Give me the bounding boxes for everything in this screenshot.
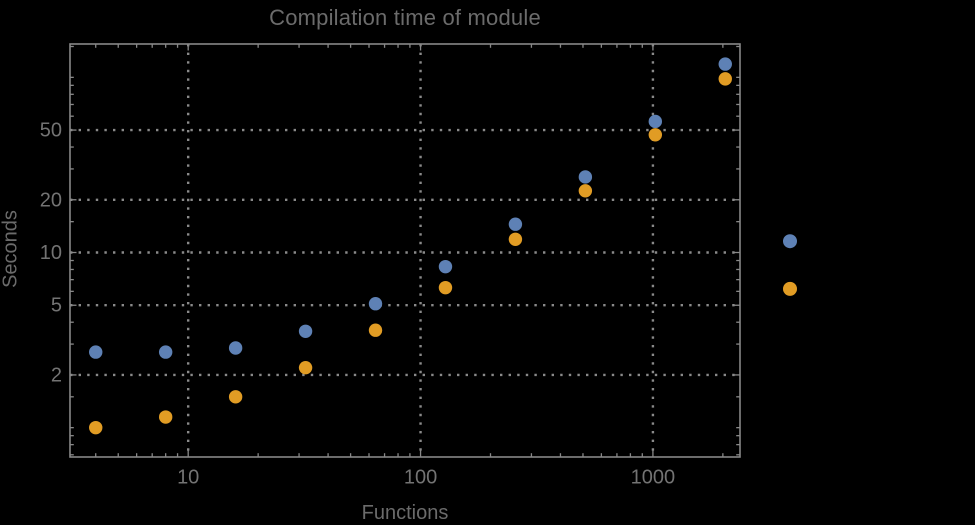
y-tick-label-50: 50 xyxy=(40,120,62,142)
data-point-series-1 xyxy=(228,341,243,355)
plot-frame xyxy=(69,43,741,458)
data-point-series-1 xyxy=(718,57,732,71)
plot-title: Compilation time of module xyxy=(269,5,541,30)
data-point-series-1 xyxy=(89,345,103,359)
data-point-series-1 xyxy=(648,114,663,129)
legend-marker-series-2 xyxy=(783,281,797,296)
x-tick-label-10: 10 xyxy=(177,467,199,489)
y-tick-label-10: 10 xyxy=(40,242,62,264)
data-point-series-2 xyxy=(89,420,103,435)
data-point-series-1 xyxy=(508,217,523,231)
y-tick-label-5: 5 xyxy=(51,295,62,317)
data-point-series-2 xyxy=(158,410,173,424)
data-point-series-2 xyxy=(508,232,523,246)
legend-marker-series-1 xyxy=(783,234,797,249)
data-point-series-1 xyxy=(438,259,453,274)
x-tick-label-100: 100 xyxy=(404,467,437,489)
data-point-series-2 xyxy=(228,390,243,404)
data-point-series-1 xyxy=(298,324,313,338)
data-point-series-1 xyxy=(578,170,593,184)
y-tick-label-20: 20 xyxy=(40,189,62,211)
y-tick-label-2: 2 xyxy=(51,364,62,386)
x-axis-label: Functions xyxy=(361,502,449,524)
data-point-series-2 xyxy=(298,360,313,375)
data-point-series-2 xyxy=(368,323,383,337)
data-point-series-1 xyxy=(158,345,173,359)
data-point-series-2 xyxy=(578,184,593,198)
data-point-series-2 xyxy=(718,72,732,86)
data-point-series-2 xyxy=(438,280,453,295)
data-point-series-2 xyxy=(648,128,663,142)
x-tick-label-1000: 1000 xyxy=(631,467,676,489)
data-point-series-1 xyxy=(368,297,383,311)
